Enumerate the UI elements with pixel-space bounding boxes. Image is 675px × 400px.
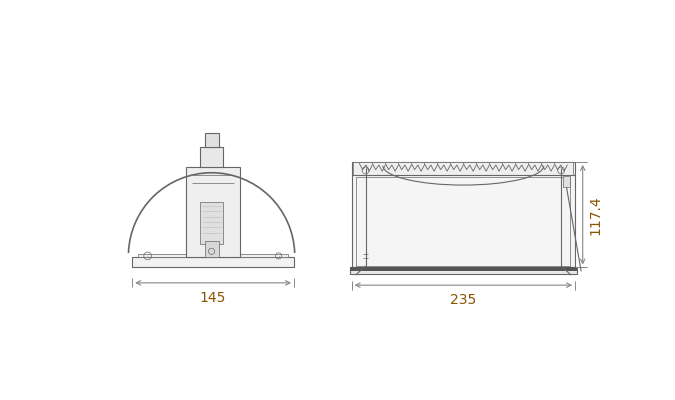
- Bar: [350, 268, 576, 274]
- Text: 235: 235: [450, 293, 477, 307]
- Bar: [132, 258, 294, 267]
- Bar: [138, 254, 288, 258]
- Bar: [563, 176, 570, 187]
- Bar: [205, 133, 219, 146]
- Bar: [186, 167, 240, 258]
- Bar: [356, 176, 570, 266]
- Bar: [350, 268, 576, 270]
- Bar: [200, 146, 223, 167]
- Bar: [352, 162, 575, 268]
- Text: 117.4: 117.4: [589, 195, 603, 234]
- Bar: [205, 240, 219, 258]
- Bar: [353, 162, 574, 175]
- Bar: [200, 202, 223, 244]
- Text: 145: 145: [200, 290, 226, 304]
